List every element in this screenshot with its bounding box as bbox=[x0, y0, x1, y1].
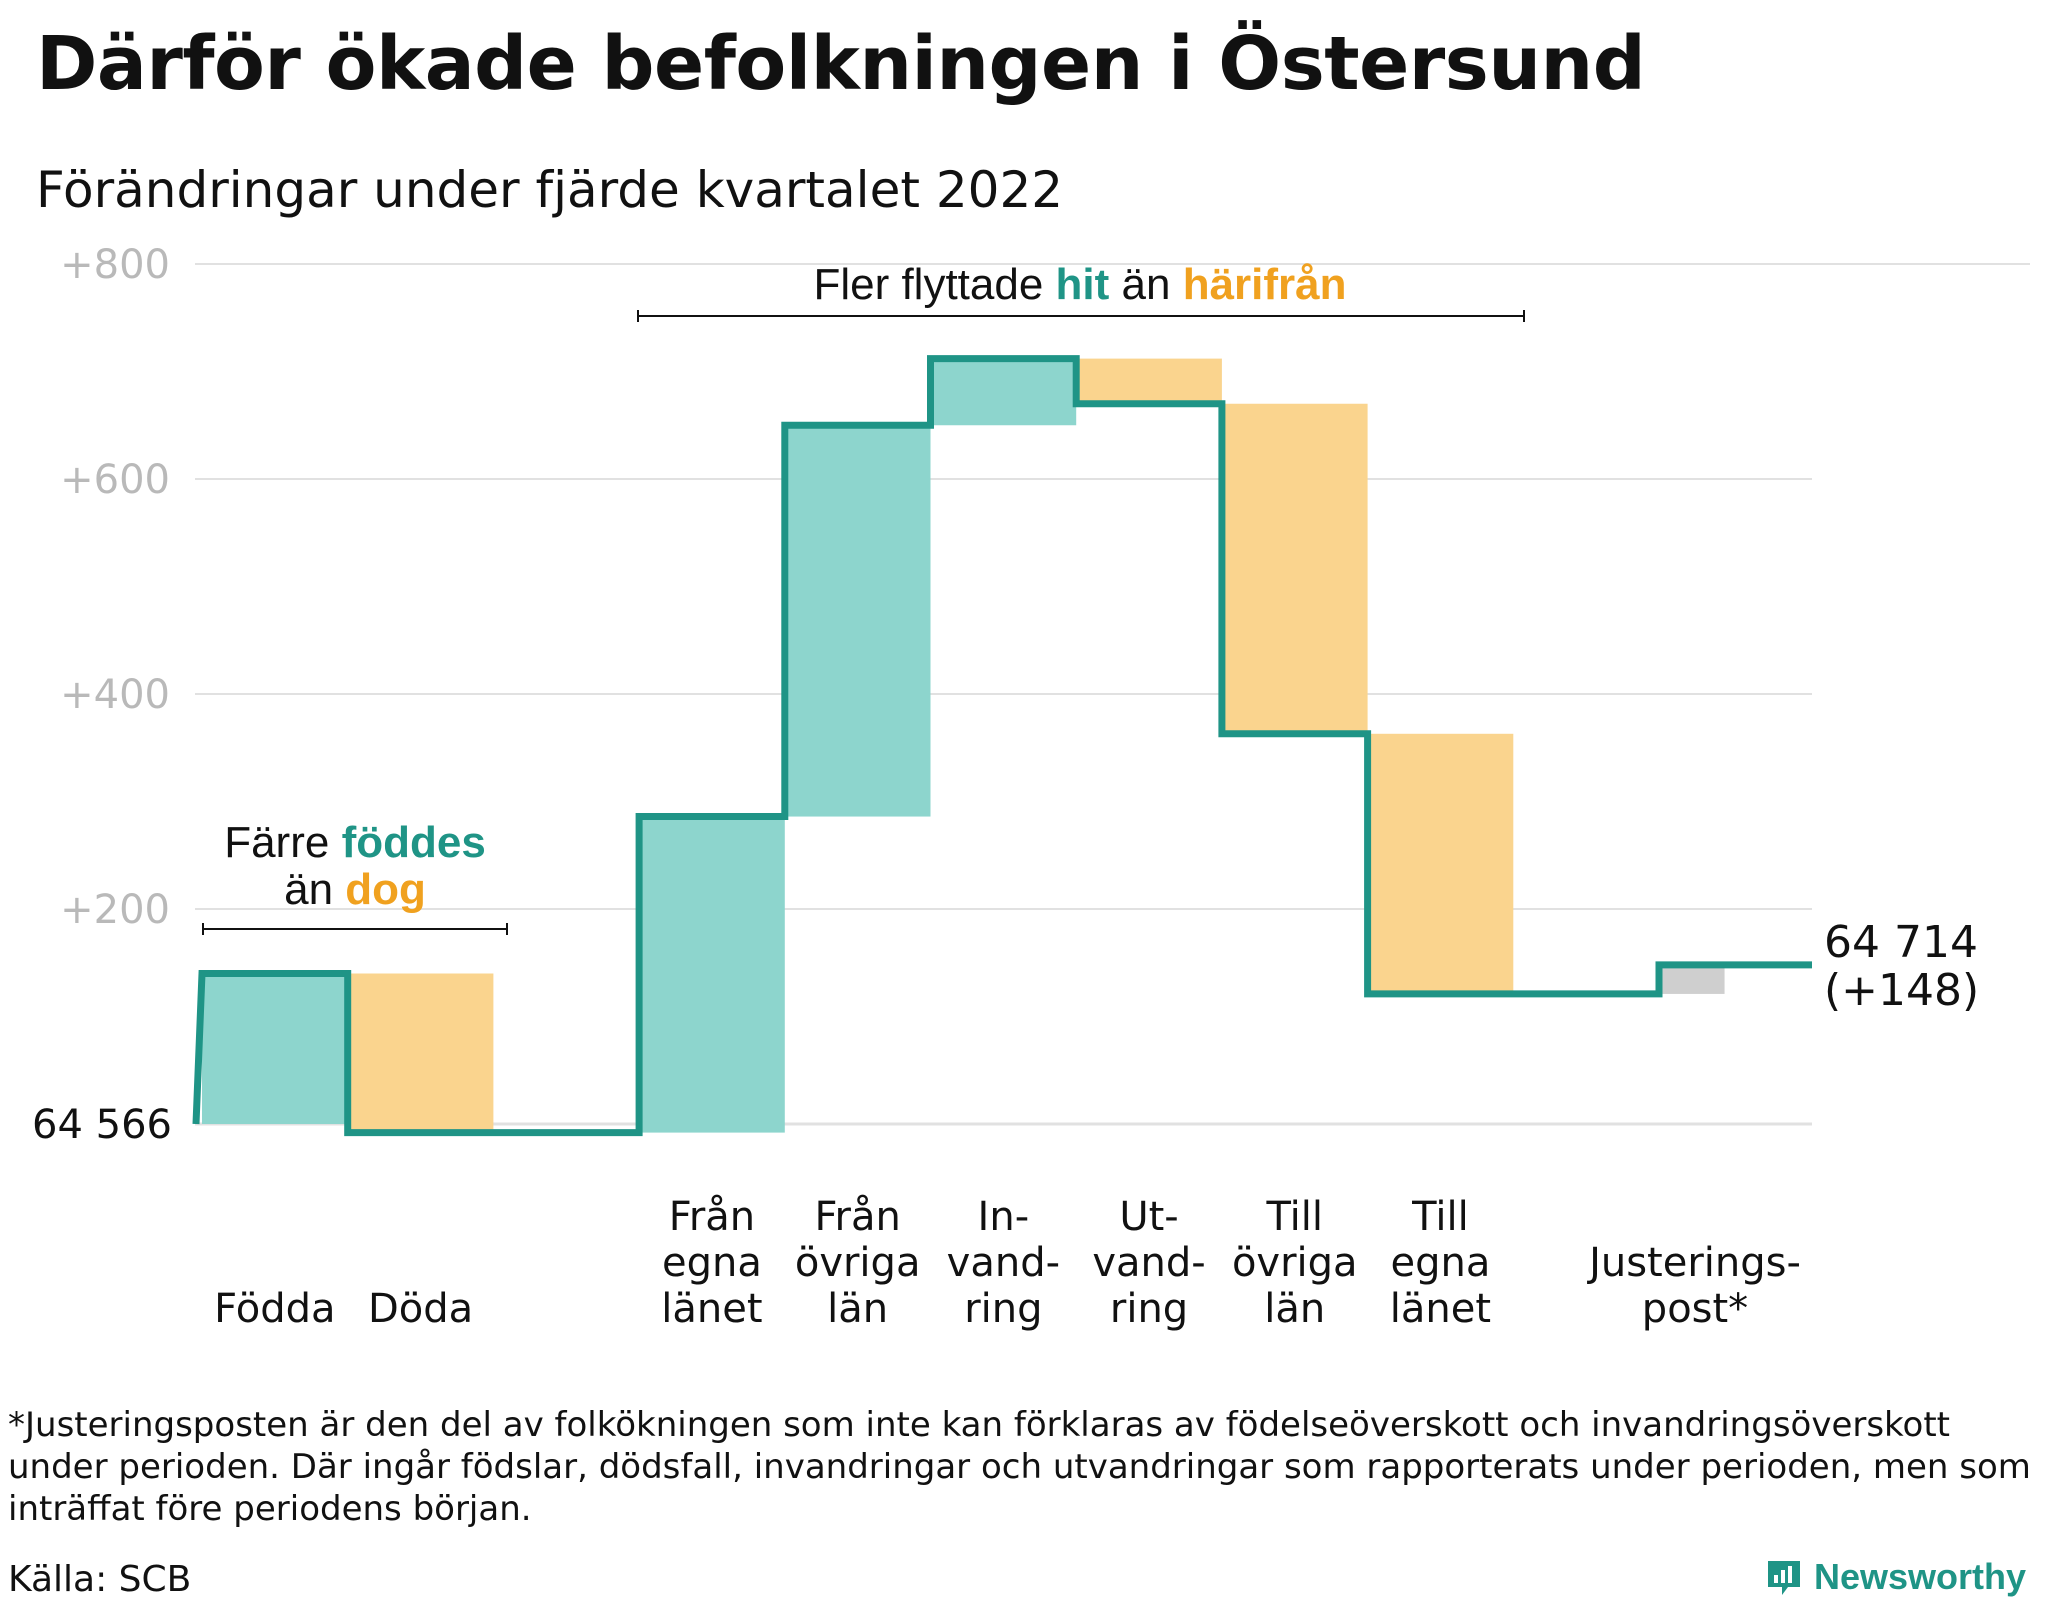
x-category-label: post* bbox=[1642, 1286, 1748, 1332]
x-category-label: ring bbox=[964, 1286, 1042, 1332]
x-category-label: övriga bbox=[1232, 1240, 1358, 1286]
x-category-label: egna bbox=[1391, 1240, 1491, 1286]
x-category-label: Från bbox=[669, 1194, 755, 1240]
newsworthy-logo[interactable]: Newsworthy bbox=[1764, 1556, 2026, 1598]
y-tick-label: +600 bbox=[60, 457, 170, 503]
accent-foddes: föddes bbox=[342, 818, 486, 867]
x-category-label: länet bbox=[1390, 1286, 1491, 1332]
accent-harifran: härifrån bbox=[1183, 260, 1347, 309]
waterfall-bar bbox=[639, 816, 785, 1133]
x-category-label: Från bbox=[814, 1194, 900, 1240]
x-category-label: Födda bbox=[214, 1286, 335, 1332]
x-category-label: ring bbox=[1110, 1286, 1188, 1332]
x-category-label: vand- bbox=[1092, 1240, 1205, 1286]
newsworthy-icon bbox=[1767, 1561, 1800, 1595]
x-category-label: Ut- bbox=[1119, 1194, 1178, 1240]
source-label: Källa: SCB bbox=[8, 1559, 192, 1600]
x-category-label: Till bbox=[1265, 1194, 1323, 1240]
accent-hit: hit bbox=[1056, 260, 1110, 309]
x-category-label: egna bbox=[662, 1240, 762, 1286]
accent-dog: dog bbox=[345, 865, 426, 914]
end-value-label: 64 714 bbox=[1824, 917, 1978, 968]
x-category-label: Döda bbox=[368, 1286, 473, 1332]
page-subtitle: Förändringar under fjärde kvartalet 2022 bbox=[36, 161, 1064, 219]
births-annotation-line1: Färre föddes bbox=[224, 818, 486, 867]
x-category-label: län bbox=[827, 1286, 888, 1332]
x-category-label: länet bbox=[661, 1286, 762, 1332]
x-category-label: vand- bbox=[947, 1240, 1060, 1286]
x-category-label: Till bbox=[1411, 1194, 1469, 1240]
end-change-label: (+148) bbox=[1824, 965, 1979, 1016]
brand-label: Newsworthy bbox=[1813, 1556, 2026, 1597]
x-category-label: övriga bbox=[795, 1240, 921, 1286]
births-annotation-line2: än dog bbox=[284, 865, 426, 914]
cumulative-step-line bbox=[192, 355, 1812, 1137]
waterfall-bar bbox=[1076, 358, 1222, 404]
y-tick-label: +200 bbox=[60, 887, 170, 933]
y-tick-label: +800 bbox=[60, 242, 170, 288]
waterfall-bar bbox=[347, 973, 494, 1133]
x-category-label: län bbox=[1264, 1286, 1325, 1332]
footnote: *Justeringsposten är den del av folkökni… bbox=[8, 1405, 2031, 1529]
waterfall-bar bbox=[1659, 964, 1725, 994]
waterfall-bar bbox=[202, 973, 348, 1124]
x-category-label: In- bbox=[978, 1194, 1030, 1240]
waterfall-bar bbox=[930, 358, 1077, 426]
waterfall-bar bbox=[784, 425, 931, 817]
waterfall-bar bbox=[1367, 733, 1514, 994]
x-category-label: Justerings- bbox=[1586, 1240, 1801, 1286]
waterfall-bar bbox=[1221, 403, 1368, 734]
migration-annotation: Fler flyttade hit än härifrån bbox=[813, 260, 1346, 309]
page-title: Därför ökade befolkningen i Östersund bbox=[36, 21, 1646, 107]
start-value-label: 64 566 bbox=[32, 1102, 172, 1148]
y-tick-label: +400 bbox=[60, 672, 170, 718]
